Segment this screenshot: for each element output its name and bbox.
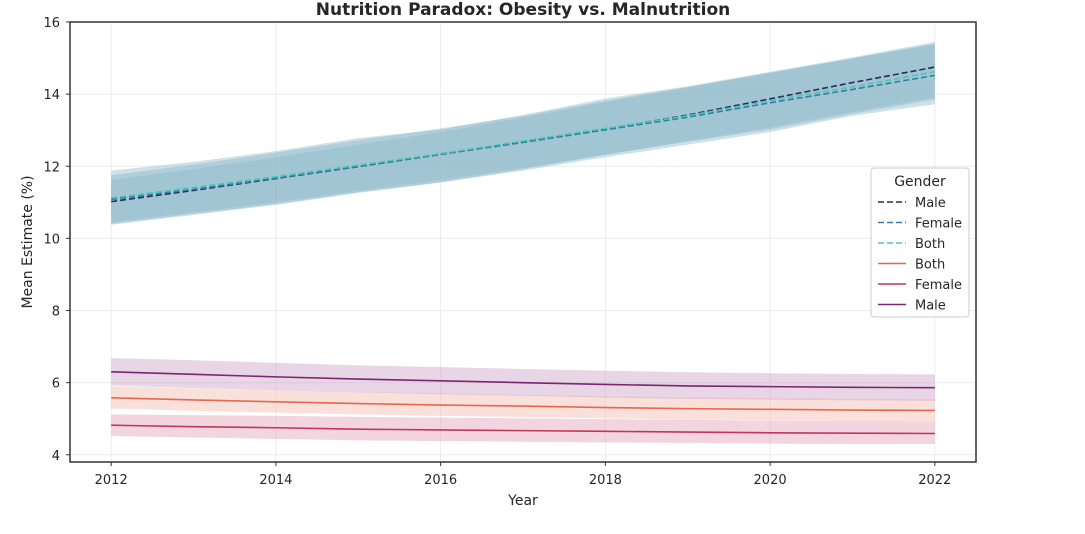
legend-label: Both <box>915 237 945 252</box>
series-line-malnutrition-both <box>111 397 935 412</box>
legend-label: Both <box>915 258 945 273</box>
series-line-obesity-both <box>111 70 935 199</box>
y-tick-label: 8 <box>52 305 60 320</box>
chart-title: Nutrition Paradox: Obesity vs. Malnutrit… <box>316 0 730 20</box>
legend-items: Male Female Both Both Female Male <box>878 196 962 314</box>
x-tick-label: 2012 <box>95 473 128 488</box>
y-tick-label: 12 <box>43 160 60 175</box>
plot-frame <box>69 21 977 463</box>
x-tick-label: 2018 <box>589 473 622 488</box>
series-line-obesity-female <box>111 74 935 201</box>
series-line-malnutrition-female <box>111 424 935 435</box>
legend-item: Male <box>878 299 946 314</box>
legend-title: Gender <box>894 174 946 190</box>
y-tick-label: 14 <box>43 88 60 103</box>
confidence-band-obesity-male <box>111 43 935 225</box>
confidence-band-malnutrition-both <box>111 386 935 422</box>
legend-label: Female <box>915 217 962 232</box>
legend-item: Female <box>878 278 962 293</box>
confidence-band-obesity-female <box>111 44 935 224</box>
series-lines <box>111 66 935 435</box>
legend-box <box>870 167 970 318</box>
y-axis-ticks: 4 6 8 10 12 14 16 <box>43 16 70 464</box>
y-tick-label: 10 <box>43 232 60 247</box>
legend-label: Female <box>915 278 962 293</box>
x-axis-ticks: 2012 2014 2016 2018 2020 2022 <box>95 462 951 488</box>
legend-label: Male <box>915 196 946 211</box>
legend-item: Both <box>878 258 945 273</box>
x-tick-label: 2016 <box>424 473 457 488</box>
legend: Gender Male Female Both Both Female Male <box>870 167 970 318</box>
confidence-band-malnutrition-male <box>111 358 935 401</box>
confidence-bands <box>111 41 935 444</box>
y-tick-label: 4 <box>52 449 60 464</box>
x-tick-label: 2014 <box>259 473 292 488</box>
confidence-band-malnutrition-female <box>111 414 935 444</box>
legend-label: Male <box>915 299 946 314</box>
legend-item: Female <box>878 217 962 232</box>
y-tick-label: 16 <box>43 16 60 31</box>
x-tick-label: 2022 <box>918 473 951 488</box>
y-tick-label: 6 <box>52 377 60 392</box>
x-tick-label: 2020 <box>754 473 787 488</box>
x-axis-label: Year <box>507 493 538 509</box>
y-axis-label: Mean Estimate (%) <box>20 175 36 308</box>
legend-item: Both <box>878 237 945 252</box>
legend-item: Male <box>878 196 946 211</box>
confidence-band-obesity-both <box>111 41 935 223</box>
series-line-malnutrition-male <box>111 371 935 389</box>
